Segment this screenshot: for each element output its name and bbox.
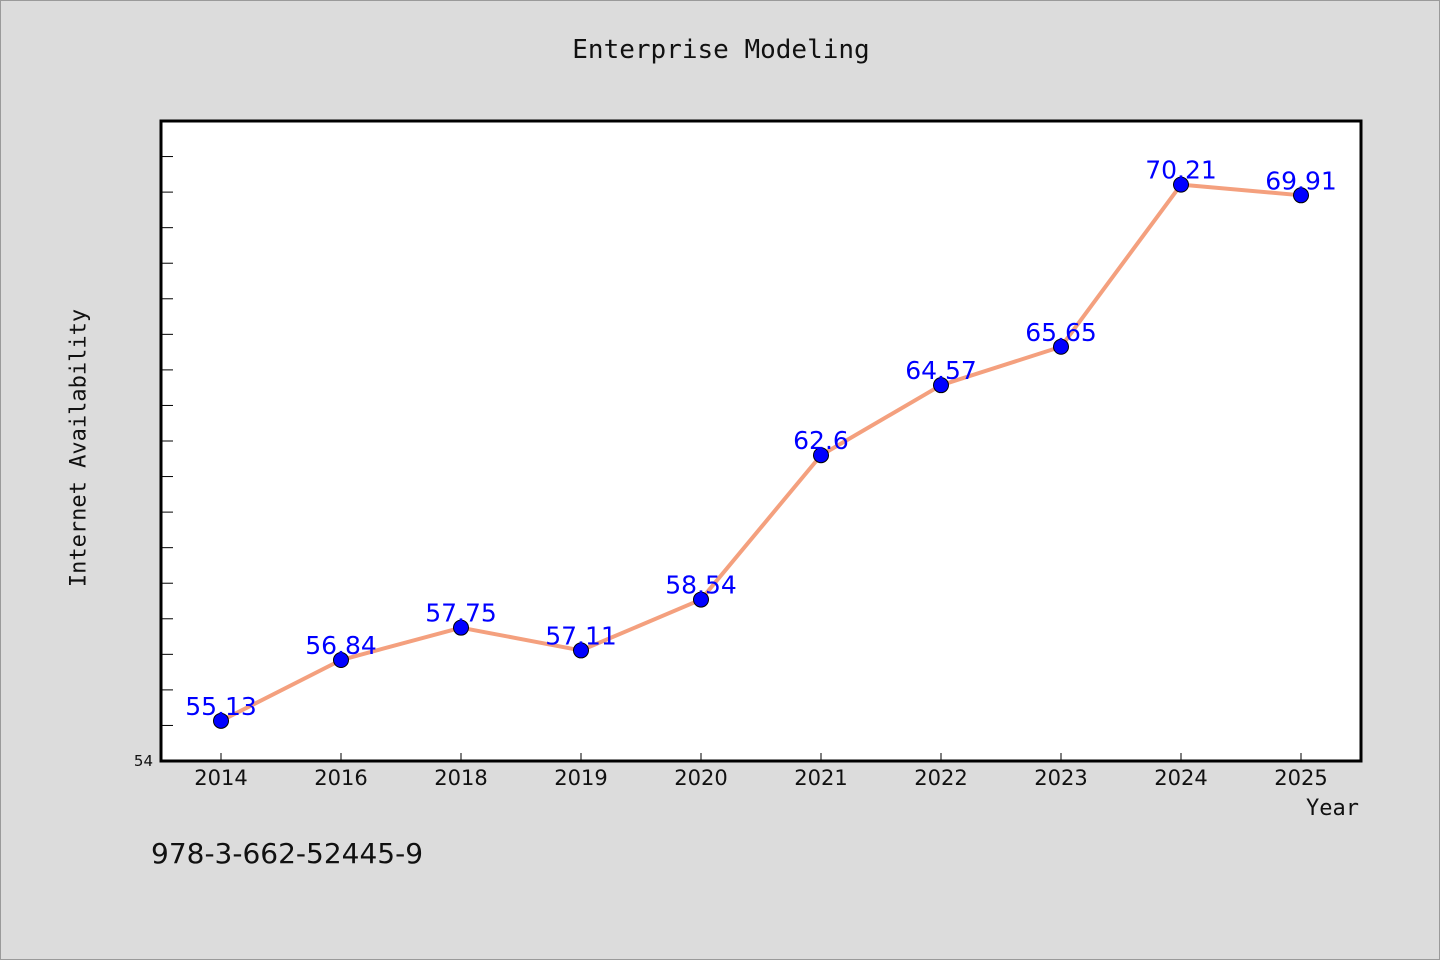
- x-tick-label: 2019: [554, 766, 607, 790]
- data-point: [453, 619, 469, 636]
- x-tick-label: 2018: [434, 766, 487, 790]
- data-label: 56.84: [305, 631, 377, 660]
- x-tick-label: 2022: [914, 766, 967, 790]
- data-point: [333, 652, 349, 669]
- data-label: 62.6: [793, 426, 849, 455]
- data-point: [1053, 338, 1069, 355]
- x-tick-label: 2014: [194, 766, 247, 790]
- data-point: [1173, 176, 1189, 193]
- data-label: 57.11: [545, 621, 617, 650]
- footer-code: 978-3-662-52445-9: [151, 837, 424, 870]
- data-label: 55.13: [185, 692, 257, 721]
- data-label: 70.21: [1145, 156, 1217, 185]
- data-point: [573, 642, 589, 659]
- x-tick-label: 2020: [674, 766, 727, 790]
- x-axis-label: Year: [1306, 796, 1359, 821]
- y-tick-label: 54: [134, 752, 153, 770]
- data-label: 57.75: [425, 599, 497, 628]
- data-label: 69.91: [1265, 166, 1337, 195]
- data-point: [213, 712, 229, 729]
- series-layer: [220, 182, 1302, 723]
- y-minor-ticks: [161, 156, 173, 726]
- series-line: [220, 182, 1302, 723]
- data-point: [693, 591, 709, 608]
- data-point: [933, 377, 949, 394]
- data-label: 58.54: [665, 571, 737, 600]
- data-point: [813, 447, 829, 464]
- x-tick-label: 2025: [1274, 766, 1327, 790]
- x-tick-label: 2024: [1154, 766, 1207, 790]
- chart-title: Enterprise Modeling: [572, 35, 870, 65]
- x-tick-labels: 54 2014 2016 2018 2019 2020 2021 2022 2023 2024 20…: [134, 752, 1328, 790]
- x-tick-label: 2021: [794, 766, 847, 790]
- x-tick-label: 2016: [314, 766, 367, 790]
- plot-frame: [159, 119, 1363, 763]
- data-labels-layer: 55.13 56.84 57.75 57.11 58.54 62.6 64.57 65.65 7…: [185, 156, 1337, 721]
- markers-layer: [213, 176, 1309, 729]
- data-point: [1293, 187, 1309, 204]
- x-tick-label: 2023: [1034, 766, 1087, 790]
- data-label: 64.57: [905, 356, 977, 385]
- data-label: 65.65: [1025, 318, 1097, 347]
